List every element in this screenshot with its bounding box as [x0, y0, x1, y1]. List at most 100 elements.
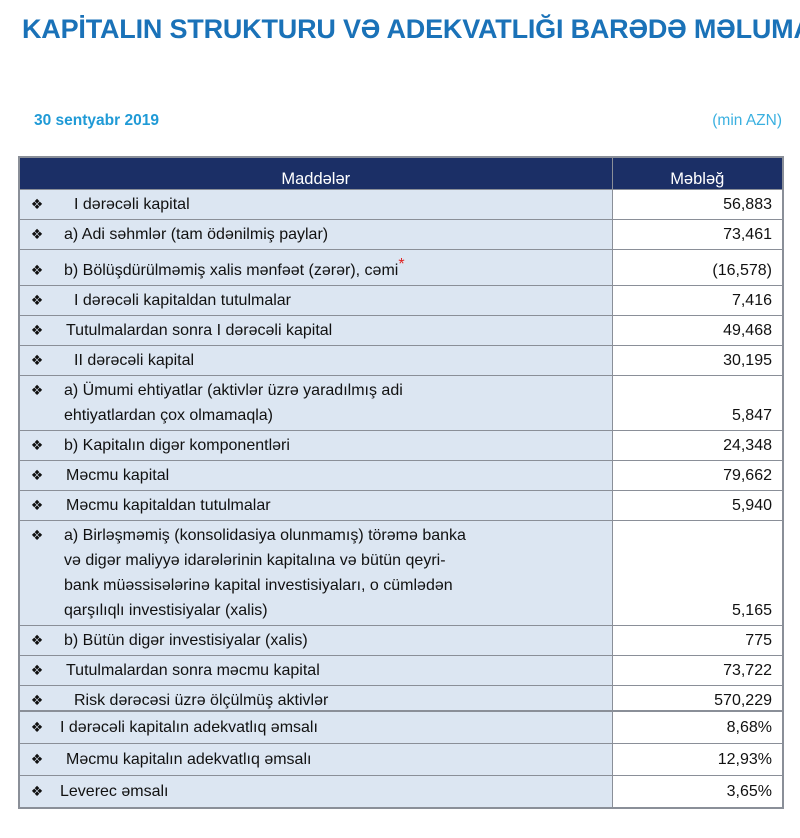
capital-value-cell: 24,348: [611, 430, 784, 462]
row-label: və digər maliyyə idarələrinin kapitalına…: [64, 552, 446, 570]
capital-value-cell: 56,883: [611, 189, 784, 220]
table-body: ❖ I dərəcəli kapital 56,883 ❖ a) Adi səhmlər…: [18, 189, 784, 717]
capital-value-cell: 30,195: [611, 345, 784, 377]
row-line: ❖ehtiyatlardan çox olmamaqla): [20, 403, 606, 428]
diamond-bullet-icon: ❖: [30, 751, 44, 767]
capital-value-cell: 73,722: [611, 655, 784, 687]
capital-value-cell: 5,165: [611, 520, 784, 627]
row-line: ❖ Leverec əmsalı: [20, 778, 606, 805]
row-line: ❖ Məcmu kapitalın adekvatlıq əmsalı: [20, 746, 606, 773]
row-line: ❖ a) Birləşməmiş (konsolidasiya olunmamış…: [20, 523, 606, 548]
table-row: ❖ Tutulmalardan sonra məcmu kapital 73,722: [18, 655, 784, 687]
row-label: qarşılıqlı investisiyalar (xalis): [64, 602, 268, 620]
row-line: ❖ II dərəcəli kapital: [20, 348, 606, 373]
row-line: ❖qarşılıqlı investisiyalar (xalis): [20, 598, 606, 623]
diamond-bullet-icon: ❖: [30, 692, 44, 709]
table-row: ❖ a) Adi səhmlər (tam ödənilmiş paylar) 73…: [18, 219, 784, 250]
capital-value-cell: 5,940: [611, 490, 784, 522]
table-row: ❖ II dərəcəli kapital 30,195: [18, 345, 784, 377]
capital-value-cell: 49,468: [611, 315, 784, 347]
capital-item-cell: ❖ Tutulmalardan sonra məcmu kapital: [18, 655, 613, 687]
row-line: ❖ I dərəcəli kapital: [20, 192, 606, 217]
capital-value-cell: 5,847: [611, 375, 784, 432]
row-line: ❖ b) Bütün digər investisiyalar (xalis): [20, 628, 606, 653]
meta-row: 30 sentyabr 2019 (min AZN): [0, 112, 800, 136]
row-label: II dərəcəli kapital: [74, 352, 195, 370]
capital-item-cell: ❖ a) Birləşməmiş (konsolidasiya olunmamış…: [18, 520, 613, 627]
row-label: I dərəcəli kapital: [74, 196, 190, 213]
table-row: ❖ a) Birləşməmiş (konsolidasiya olunmamış…: [18, 520, 784, 627]
diamond-bullet-icon: ❖: [30, 292, 44, 309]
column-header-item: Maddələr: [18, 156, 613, 190]
capital-item-cell: ❖ b) Bölüşdürülməmiş xalis mənfəət (zərər…: [18, 248, 613, 287]
table-header-row: Maddələr Məbləğ: [18, 156, 784, 190]
capital-value-cell: 73,461: [611, 219, 784, 250]
row-label: Risk dərəcəsi üzrə ölçülmüş aktivlər: [74, 692, 329, 710]
diamond-bullet-icon: ❖: [30, 262, 44, 279]
row-line: ❖ Tutulmalardan sonra məcmu kapital: [20, 658, 606, 683]
row-label: ehtiyatlardan çox olmamaqla): [64, 407, 273, 425]
diamond-bullet-icon: ❖: [30, 226, 44, 242]
capital-item-cell: ❖ II dərəcəli kapital: [18, 345, 613, 377]
row-label: Tutulmalardan sonra məcmu kapital: [66, 662, 320, 680]
row-label: bank müəssisələrinə kapital investisiyal…: [64, 577, 453, 595]
capital-value-cell: 7,416: [611, 285, 784, 317]
capital-item-cell: ❖ Məcmu kapital: [18, 460, 613, 492]
table-row: ❖ b) Kapitalın digər komponentləri 24,348: [18, 430, 784, 462]
row-label: I dərəcəli kapitalın adekvatlıq əmsalı: [60, 719, 318, 736]
capital-item-cell: ❖ Tutulmalardan sonra I dərəcəli kapital: [18, 315, 613, 347]
row-label: a) Birləşməmiş (konsolidasiya olunmamış)…: [64, 527, 466, 545]
ratio-item-cell: ❖ Leverec əmsalı: [18, 775, 613, 809]
diamond-bullet-icon: ❖: [30, 783, 44, 799]
row-label: b) Kapitalın digər komponentləri: [64, 437, 290, 455]
ratio-item-cell: ❖ I dərəcəli kapitalın adekvatlıq əmsalı: [18, 710, 613, 744]
row-line: ❖ Tutulmalardan sonra I dərəcəli kapital: [20, 318, 606, 343]
adequacy-ratios-table: ❖ I dərəcəli kapitalın adekvatlıq əmsalı 8…: [18, 710, 784, 809]
row-label: Tutulmalardan sonra I dərəcəli kapital: [66, 322, 333, 340]
row-line: ❖ Məcmu kapital: [20, 463, 606, 488]
row-line: ❖və digər maliyyə idarələrinin kapitalın…: [20, 548, 606, 573]
footnote-asterisk: *: [398, 256, 405, 273]
ratio-table-body: ❖ I dərəcəli kapitalın adekvatlıq əmsalı 8…: [18, 710, 784, 809]
diamond-bullet-icon: ❖: [30, 632, 44, 649]
capital-value-cell: 79,662: [611, 460, 784, 492]
table-row: ❖ I dərəcəli kapital 56,883: [18, 189, 784, 220]
table-row: ❖ a) Ümumi ehtiyatlar (aktivlər üzrə yara…: [18, 375, 784, 432]
row-label: a) Adi səhmlər (tam ödənilmiş paylar): [64, 226, 329, 243]
capital-value-cell: (16,578): [611, 248, 784, 287]
report-date: 30 sentyabr 2019: [34, 112, 159, 129]
table-row: ❖ I dərəcəli kapitalın adekvatlıq əmsalı 8…: [18, 710, 784, 744]
diamond-bullet-icon: ❖: [30, 662, 44, 679]
row-line: ❖ Məcmu kapitaldan tutulmalar: [20, 493, 606, 518]
ratio-item-cell: ❖ Məcmu kapitalın adekvatlıq əmsalı: [18, 743, 613, 776]
ratio-value-cell: 3,65%: [611, 775, 784, 809]
table-row: ❖ Məcmu kapitaldan tutulmalar 5,940: [18, 490, 784, 522]
row-label: I dərəcəli kapitaldan tutulmalar: [74, 292, 292, 310]
table-row: ❖ Məcmu kapitalın adekvatlıq əmsalı 12,93%: [18, 743, 784, 776]
row-label: Məcmu kapitaldan tutulmalar: [66, 497, 271, 515]
row-line: ❖ a) Adi səhmlər (tam ödənilmiş paylar): [20, 222, 606, 247]
capital-value-cell: 775: [611, 625, 784, 657]
diamond-bullet-icon: ❖: [30, 497, 44, 514]
row-line: ❖ I dərəcəli kapitalın adekvatlıq əmsalı: [20, 714, 606, 741]
diamond-bullet-icon: ❖: [30, 382, 44, 399]
diamond-bullet-icon: ❖: [30, 527, 44, 544]
row-line: ❖ I dərəcəli kapitaldan tutulmalar: [20, 288, 606, 313]
row-label: Leverec əmsalı: [60, 783, 169, 800]
page-title: KAPİTALIN STRUKTURU VƏ ADEKVATLIĞI BARƏD…: [22, 14, 800, 44]
table-row: ❖ Leverec əmsalı 3,65%: [18, 775, 784, 809]
row-label: a) Ümumi ehtiyatlar (aktivlər üzrə yarad…: [64, 382, 403, 400]
table-row: ❖ Məcmu kapital 79,662: [18, 460, 784, 492]
currency-unit-label: (min AZN): [712, 112, 782, 129]
row-label: Məcmu kapital: [66, 467, 170, 485]
row-line: ❖bank müəssisələrinə kapital investisiya…: [20, 573, 606, 598]
capital-item-cell: ❖ Məcmu kapitaldan tutulmalar: [18, 490, 613, 522]
capital-item-cell: ❖ b) Bütün digər investisiyalar (xalis): [18, 625, 613, 657]
row-line: ❖ a) Ümumi ehtiyatlar (aktivlər üzrə yara…: [20, 378, 606, 403]
table-row: ❖ Tutulmalardan sonra I dərəcəli kapital 4…: [18, 315, 784, 347]
row-label: Məcmu kapitalın adekvatlıq əmsalı: [66, 751, 312, 768]
ratio-value-cell: 8,68%: [611, 710, 784, 744]
row-label: b) Bütün digər investisiyalar (xalis): [64, 632, 308, 650]
ratio-value-cell: 12,93%: [611, 743, 784, 776]
capital-item-cell: ❖ I dərəcəli kapital: [18, 189, 613, 220]
